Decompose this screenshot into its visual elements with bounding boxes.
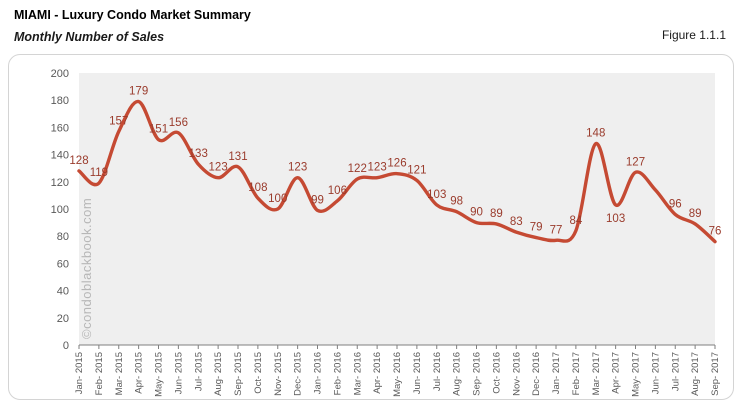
svg-text:Nov- 2016: Nov- 2016 bbox=[511, 352, 522, 396]
svg-text:Sep- 2015: Sep- 2015 bbox=[233, 352, 244, 396]
svg-text:77: 77 bbox=[550, 224, 563, 236]
svg-text:200: 200 bbox=[51, 68, 69, 80]
page-title: MIAMI - Luxury Condo Market Summary bbox=[14, 8, 251, 22]
svg-text:60: 60 bbox=[57, 258, 69, 270]
svg-text:Jan- 2016: Jan- 2016 bbox=[313, 352, 324, 394]
svg-text:20: 20 bbox=[57, 313, 69, 325]
svg-text:122: 122 bbox=[348, 163, 367, 175]
svg-text:Jun- 2016: Jun- 2016 bbox=[412, 352, 423, 394]
svg-text:Oct- 2016: Oct- 2016 bbox=[491, 352, 502, 394]
svg-text:Mar- 2017: Mar- 2017 bbox=[591, 352, 602, 395]
svg-text:123: 123 bbox=[288, 162, 307, 174]
svg-text:108: 108 bbox=[248, 182, 267, 194]
svg-text:Jul- 2017: Jul- 2017 bbox=[670, 352, 681, 391]
svg-text:120: 120 bbox=[51, 177, 69, 189]
svg-text:80: 80 bbox=[57, 231, 69, 243]
svg-text:106: 106 bbox=[328, 185, 347, 197]
svg-text:180: 180 bbox=[51, 95, 69, 107]
x-axis-labels: Jan- 2015 Feb- 2015 Mar- 2015 Apr- 2015 May-… bbox=[74, 352, 721, 397]
svg-text:Jun- 2015: Jun- 2015 bbox=[173, 352, 184, 394]
svg-text:160: 160 bbox=[51, 122, 69, 134]
svg-text:79: 79 bbox=[530, 222, 543, 234]
plot-area bbox=[79, 73, 715, 345]
svg-text:Nov- 2015: Nov- 2015 bbox=[273, 352, 284, 396]
svg-text:103: 103 bbox=[606, 213, 625, 225]
svg-text:Apr- 2017: Apr- 2017 bbox=[611, 352, 622, 394]
svg-text:123: 123 bbox=[368, 162, 387, 174]
figure-number-label: Figure 1.1.1 bbox=[661, 28, 726, 42]
svg-text:Apr- 2015: Apr- 2015 bbox=[134, 352, 145, 394]
y-axis-labels: 0 20 40 60 80 100 120 140 160 180 200 bbox=[51, 68, 69, 352]
svg-text:Oct- 2015: Oct- 2015 bbox=[253, 352, 264, 394]
svg-text:100: 100 bbox=[51, 204, 69, 216]
svg-text:Feb- 2016: Feb- 2016 bbox=[332, 352, 343, 395]
svg-text:May- 2015: May- 2015 bbox=[154, 352, 165, 397]
svg-text:Sep- 2016: Sep- 2016 bbox=[472, 352, 483, 396]
svg-text:119: 119 bbox=[90, 167, 108, 179]
svg-text:Jul- 2016: Jul- 2016 bbox=[432, 352, 443, 391]
svg-text:0: 0 bbox=[63, 340, 69, 352]
svg-text:Dec- 2015: Dec- 2015 bbox=[293, 352, 304, 396]
svg-text:156: 156 bbox=[169, 117, 188, 129]
svg-text:123: 123 bbox=[209, 162, 228, 174]
svg-text:Jan- 2017: Jan- 2017 bbox=[551, 352, 562, 394]
svg-text:148: 148 bbox=[586, 128, 605, 140]
svg-text:84: 84 bbox=[569, 215, 582, 227]
svg-text:103: 103 bbox=[427, 189, 446, 201]
svg-text:89: 89 bbox=[689, 208, 702, 220]
svg-text:131: 131 bbox=[228, 151, 247, 163]
svg-text:179: 179 bbox=[129, 86, 148, 98]
data-labels: 1281191571791511561331231311081001239910… bbox=[69, 86, 721, 238]
svg-text:99: 99 bbox=[311, 194, 324, 206]
svg-text:100: 100 bbox=[268, 193, 287, 205]
svg-text:May- 2016: May- 2016 bbox=[392, 352, 403, 397]
svg-text:Aug- 2015: Aug- 2015 bbox=[213, 352, 224, 396]
watermark-text: ©condoblackbook.com bbox=[79, 198, 94, 339]
svg-text:Sep- 2017: Sep- 2017 bbox=[710, 352, 721, 396]
svg-text:96: 96 bbox=[669, 198, 682, 210]
svg-text:40: 40 bbox=[57, 286, 69, 298]
svg-text:Jun- 2017: Jun- 2017 bbox=[650, 352, 661, 394]
svg-text:157: 157 bbox=[109, 115, 128, 127]
svg-text:Aug- 2017: Aug- 2017 bbox=[690, 352, 701, 396]
svg-text:127: 127 bbox=[626, 156, 645, 168]
svg-text:Aug- 2016: Aug- 2016 bbox=[452, 352, 463, 396]
svg-text:Mar- 2015: Mar- 2015 bbox=[114, 352, 125, 395]
svg-text:98: 98 bbox=[450, 196, 463, 208]
svg-text:Dec- 2016: Dec- 2016 bbox=[531, 352, 542, 396]
svg-text:90: 90 bbox=[470, 207, 483, 219]
chart-frame: ©condoblackbook.com 0 20 40 60 80 100 120 140 160… bbox=[8, 54, 734, 400]
svg-text:Feb- 2017: Feb- 2017 bbox=[571, 352, 582, 395]
svg-text:83: 83 bbox=[510, 216, 523, 228]
svg-text:151: 151 bbox=[149, 124, 168, 136]
svg-text:Feb- 2015: Feb- 2015 bbox=[94, 352, 105, 395]
x-axis-ticks bbox=[78, 345, 716, 349]
svg-text:121: 121 bbox=[407, 164, 426, 176]
svg-text:76: 76 bbox=[709, 226, 722, 238]
svg-text:140: 140 bbox=[51, 150, 69, 162]
svg-text:89: 89 bbox=[490, 208, 503, 220]
svg-text:Apr- 2016: Apr- 2016 bbox=[372, 352, 383, 394]
svg-text:128: 128 bbox=[69, 155, 88, 167]
svg-text:Jul- 2015: Jul- 2015 bbox=[193, 352, 204, 391]
svg-text:133: 133 bbox=[189, 148, 208, 160]
line-chart-canvas: ©condoblackbook.com 0 20 40 60 80 100 120 140 160… bbox=[51, 68, 722, 397]
svg-text:Jan- 2015: Jan- 2015 bbox=[74, 352, 85, 394]
chart-subtitle: Monthly Number of Sales bbox=[14, 30, 165, 44]
sales-series-line bbox=[77, 99, 717, 244]
svg-text:Mar- 2016: Mar- 2016 bbox=[352, 352, 363, 395]
svg-text:126: 126 bbox=[387, 158, 406, 170]
svg-text:May- 2017: May- 2017 bbox=[631, 352, 642, 397]
